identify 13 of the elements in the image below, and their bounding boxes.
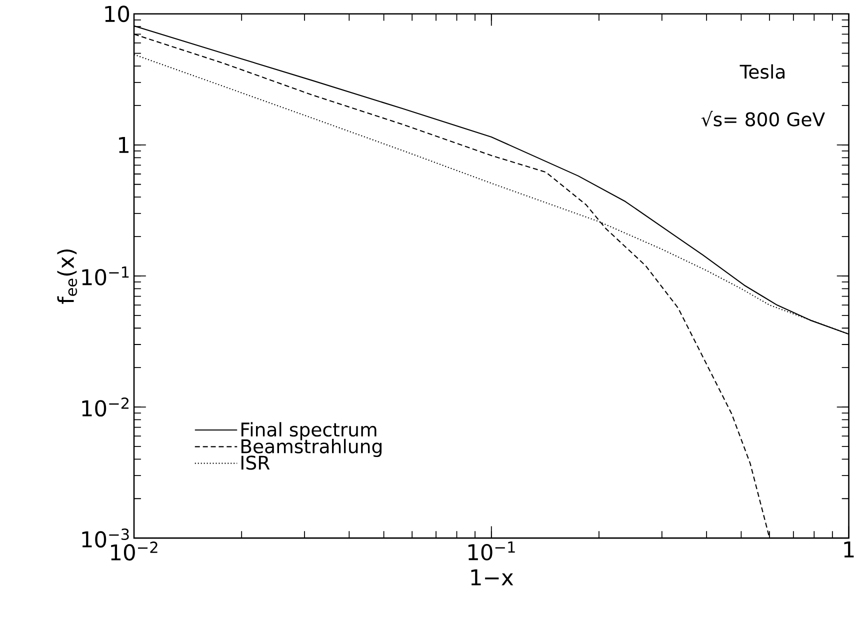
x-tick-label: 10$^{−1}$	[468, 541, 515, 560]
y-tick-label: 1	[119, 136, 129, 153]
x-axis-title: 1−x	[471, 569, 514, 586]
y-axis-title: f$_{ee}$(x)	[57, 249, 78, 304]
y-tick-label: 10	[105, 6, 130, 22]
legend-label: Beamstrahlung	[241, 438, 382, 457]
y-tick-label: 10$^{−2}$	[82, 397, 128, 416]
x-tick-label: 1	[844, 541, 854, 558]
legend-label: Final spectrum	[241, 422, 376, 440]
legend-label: ISR	[241, 455, 270, 470]
annotation: √s= 800 GeV	[701, 110, 825, 126]
annotation: Tesla	[740, 64, 785, 79]
y-tick-label: 10$^{−1}$	[82, 266, 129, 286]
